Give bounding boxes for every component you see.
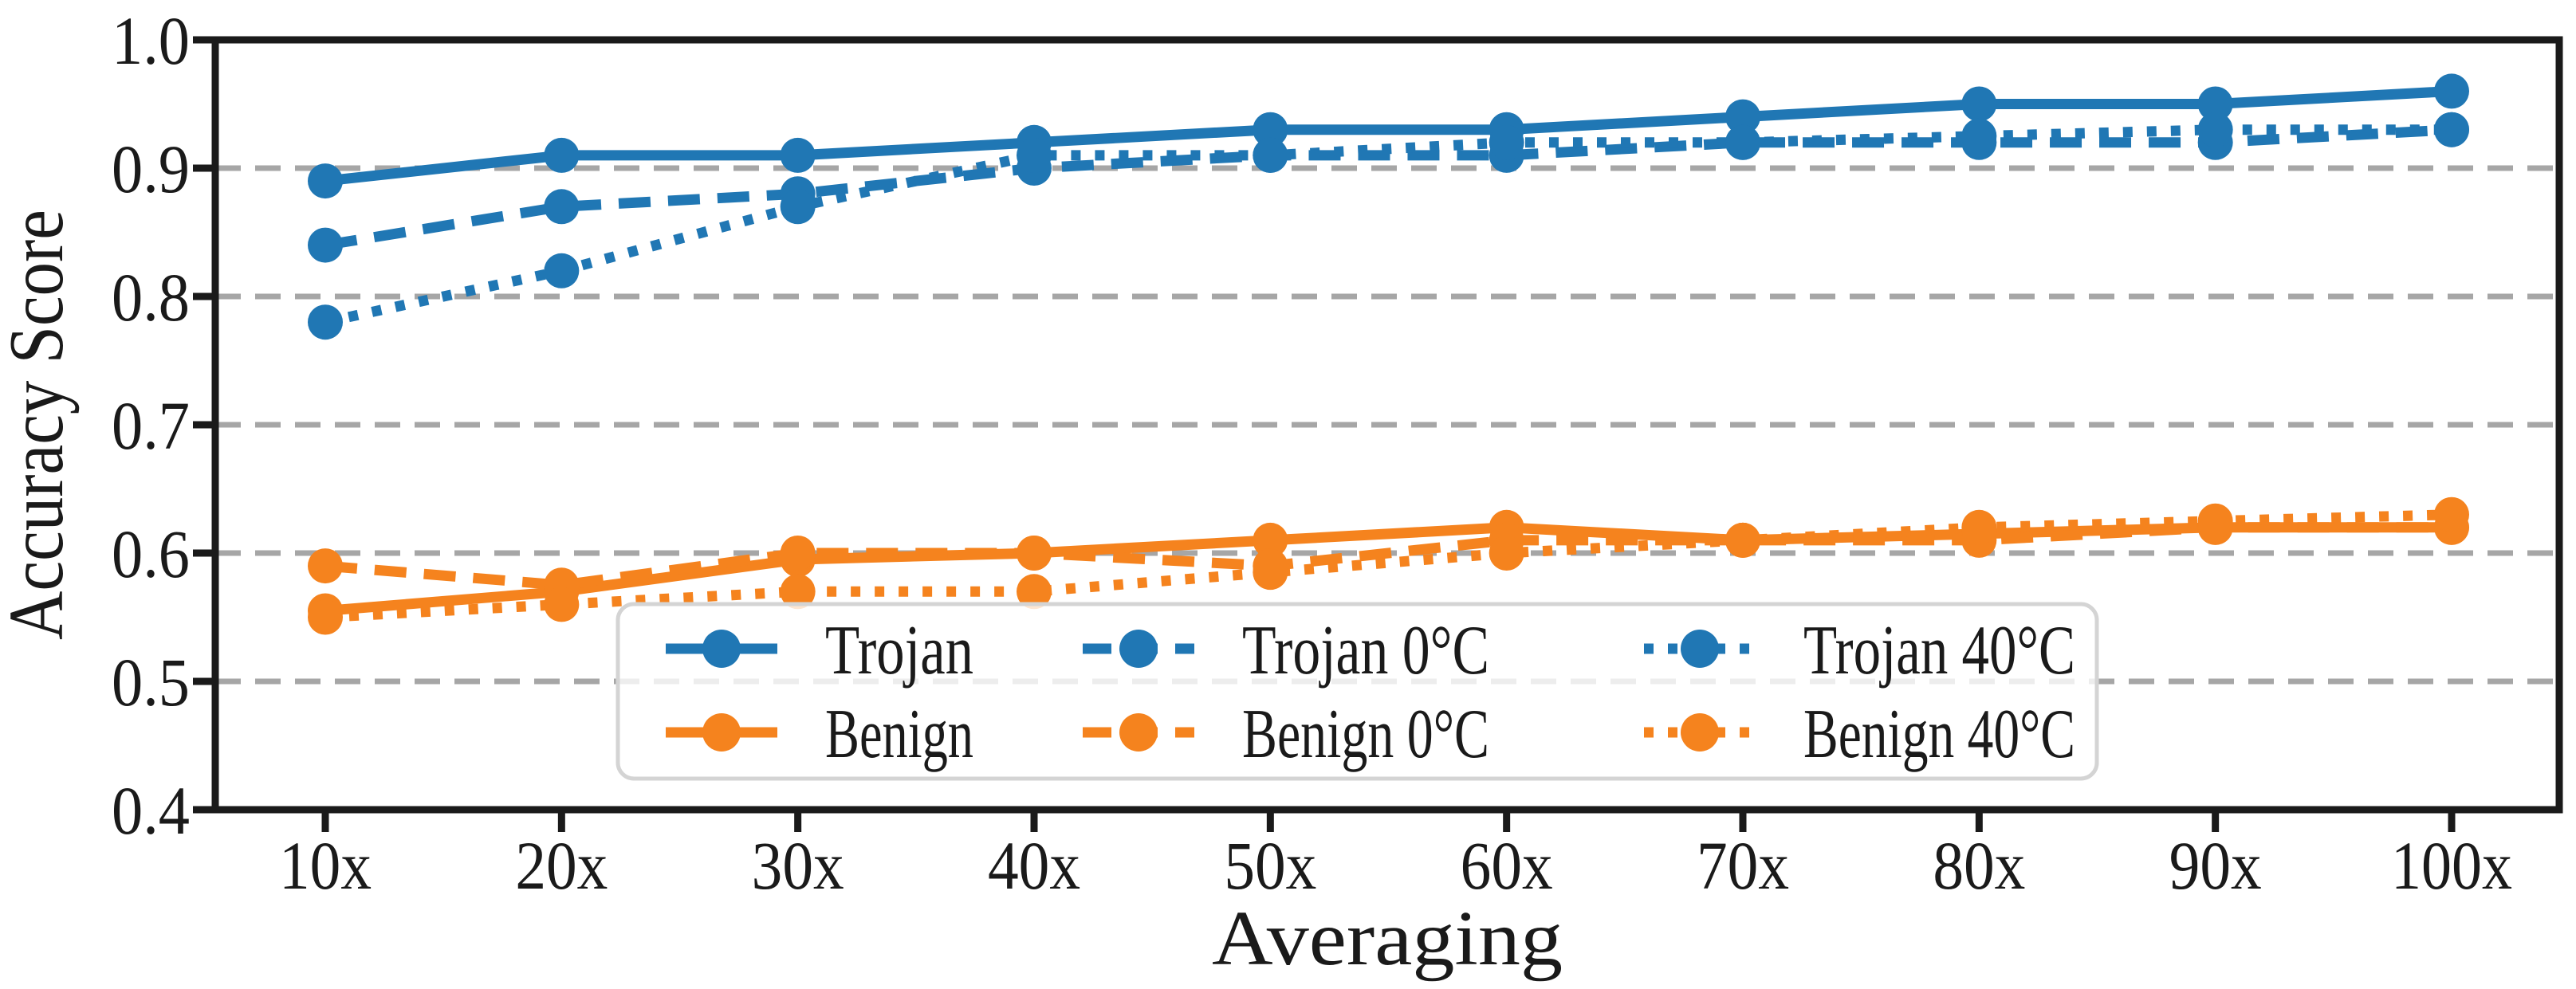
legend-label: Trojan	[825, 612, 973, 689]
legend-box	[615, 602, 2099, 781]
y-tick-label: 1.0	[112, 2, 190, 79]
y-axis-label: Accuracy Score	[0, 210, 80, 640]
data-point-marker	[1725, 124, 1760, 160]
data-point-marker	[308, 599, 343, 635]
data-point-marker	[1725, 99, 1760, 135]
data-point-marker	[1961, 118, 1997, 154]
legend-marker	[702, 630, 741, 668]
data-point-marker	[308, 548, 343, 584]
legend-marker	[1119, 713, 1158, 752]
series-line	[324, 124, 2452, 251]
data-point-marker	[1253, 112, 1288, 147]
x-tick-label: 10x	[279, 827, 372, 904]
y-tick-label: 0.8	[112, 259, 190, 336]
x-axis-label: Averaging	[1212, 896, 1563, 982]
y-tick-label: 0.7	[112, 387, 190, 464]
x-tick-label: 40x	[988, 827, 1080, 904]
x-tick-label: 50x	[1224, 827, 1316, 904]
legend-marker	[1119, 630, 1158, 668]
series-line	[324, 85, 2452, 186]
data-point-marker	[1961, 86, 1997, 122]
data-point-marker	[1016, 574, 1052, 610]
data-point-marker	[2197, 86, 2233, 122]
data-point-marker	[780, 574, 816, 610]
data-point-marker	[1725, 522, 1760, 558]
x-tick-label: 60x	[1461, 827, 1553, 904]
data-point-marker	[1253, 137, 1288, 173]
data-point-marker	[308, 304, 343, 340]
data-point-marker	[544, 189, 580, 225]
data-point-marker	[544, 253, 580, 288]
legend-label: Benign 0°C	[1242, 696, 1489, 773]
data-point-marker	[1016, 137, 1052, 173]
series-Trojan 40°C	[308, 112, 2469, 340]
data-point-marker	[1489, 124, 1524, 160]
data-point-marker	[544, 137, 580, 173]
x-tick-label: 100x	[2391, 827, 2512, 904]
data-point-marker	[780, 137, 816, 173]
y-tick-label: 0.6	[112, 516, 190, 592]
legend-label: Benign	[825, 696, 973, 773]
y-tick-label: 0.4	[112, 772, 190, 849]
data-point-marker	[308, 163, 343, 199]
series-line	[324, 522, 2452, 616]
data-point-marker	[1253, 555, 1288, 591]
data-point-marker	[1489, 536, 1524, 571]
y-tick-label: 0.9	[112, 131, 190, 207]
data-point-marker	[2433, 112, 2469, 147]
y-tick-label: 0.5	[112, 644, 190, 720]
data-point-marker	[2433, 496, 2469, 532]
data-point-marker	[1253, 522, 1288, 558]
legend-marker	[702, 713, 741, 752]
x-tick-label: 70x	[1697, 827, 1789, 904]
series-line	[324, 509, 2452, 622]
data-point-marker	[2197, 112, 2233, 147]
data-point-marker	[2433, 73, 2469, 109]
legend-label: Trojan 0°C	[1242, 612, 1489, 689]
legend-label: Benign 40°C	[1803, 696, 2075, 773]
series-Trojan	[308, 73, 2469, 199]
x-tick-label: 80x	[1933, 827, 2025, 904]
data-point-marker	[1961, 509, 1997, 545]
data-point-marker	[1016, 536, 1052, 571]
legend-marker	[1681, 713, 1719, 752]
series-Benign 40°C	[308, 496, 2469, 635]
data-point-marker	[780, 189, 816, 225]
series-line	[324, 124, 2452, 328]
data-point-marker	[544, 587, 580, 622]
x-tick-label: 30x	[752, 827, 844, 904]
series-line	[324, 522, 2452, 591]
data-point-marker	[2197, 503, 2233, 539]
x-tick-label: 90x	[2169, 827, 2262, 904]
legend-label: Trojan 40°C	[1803, 612, 2075, 689]
data-point-marker	[780, 536, 816, 571]
legend-marker	[1681, 630, 1719, 668]
x-tick-label: 20x	[515, 827, 608, 904]
data-point-marker	[308, 227, 343, 263]
